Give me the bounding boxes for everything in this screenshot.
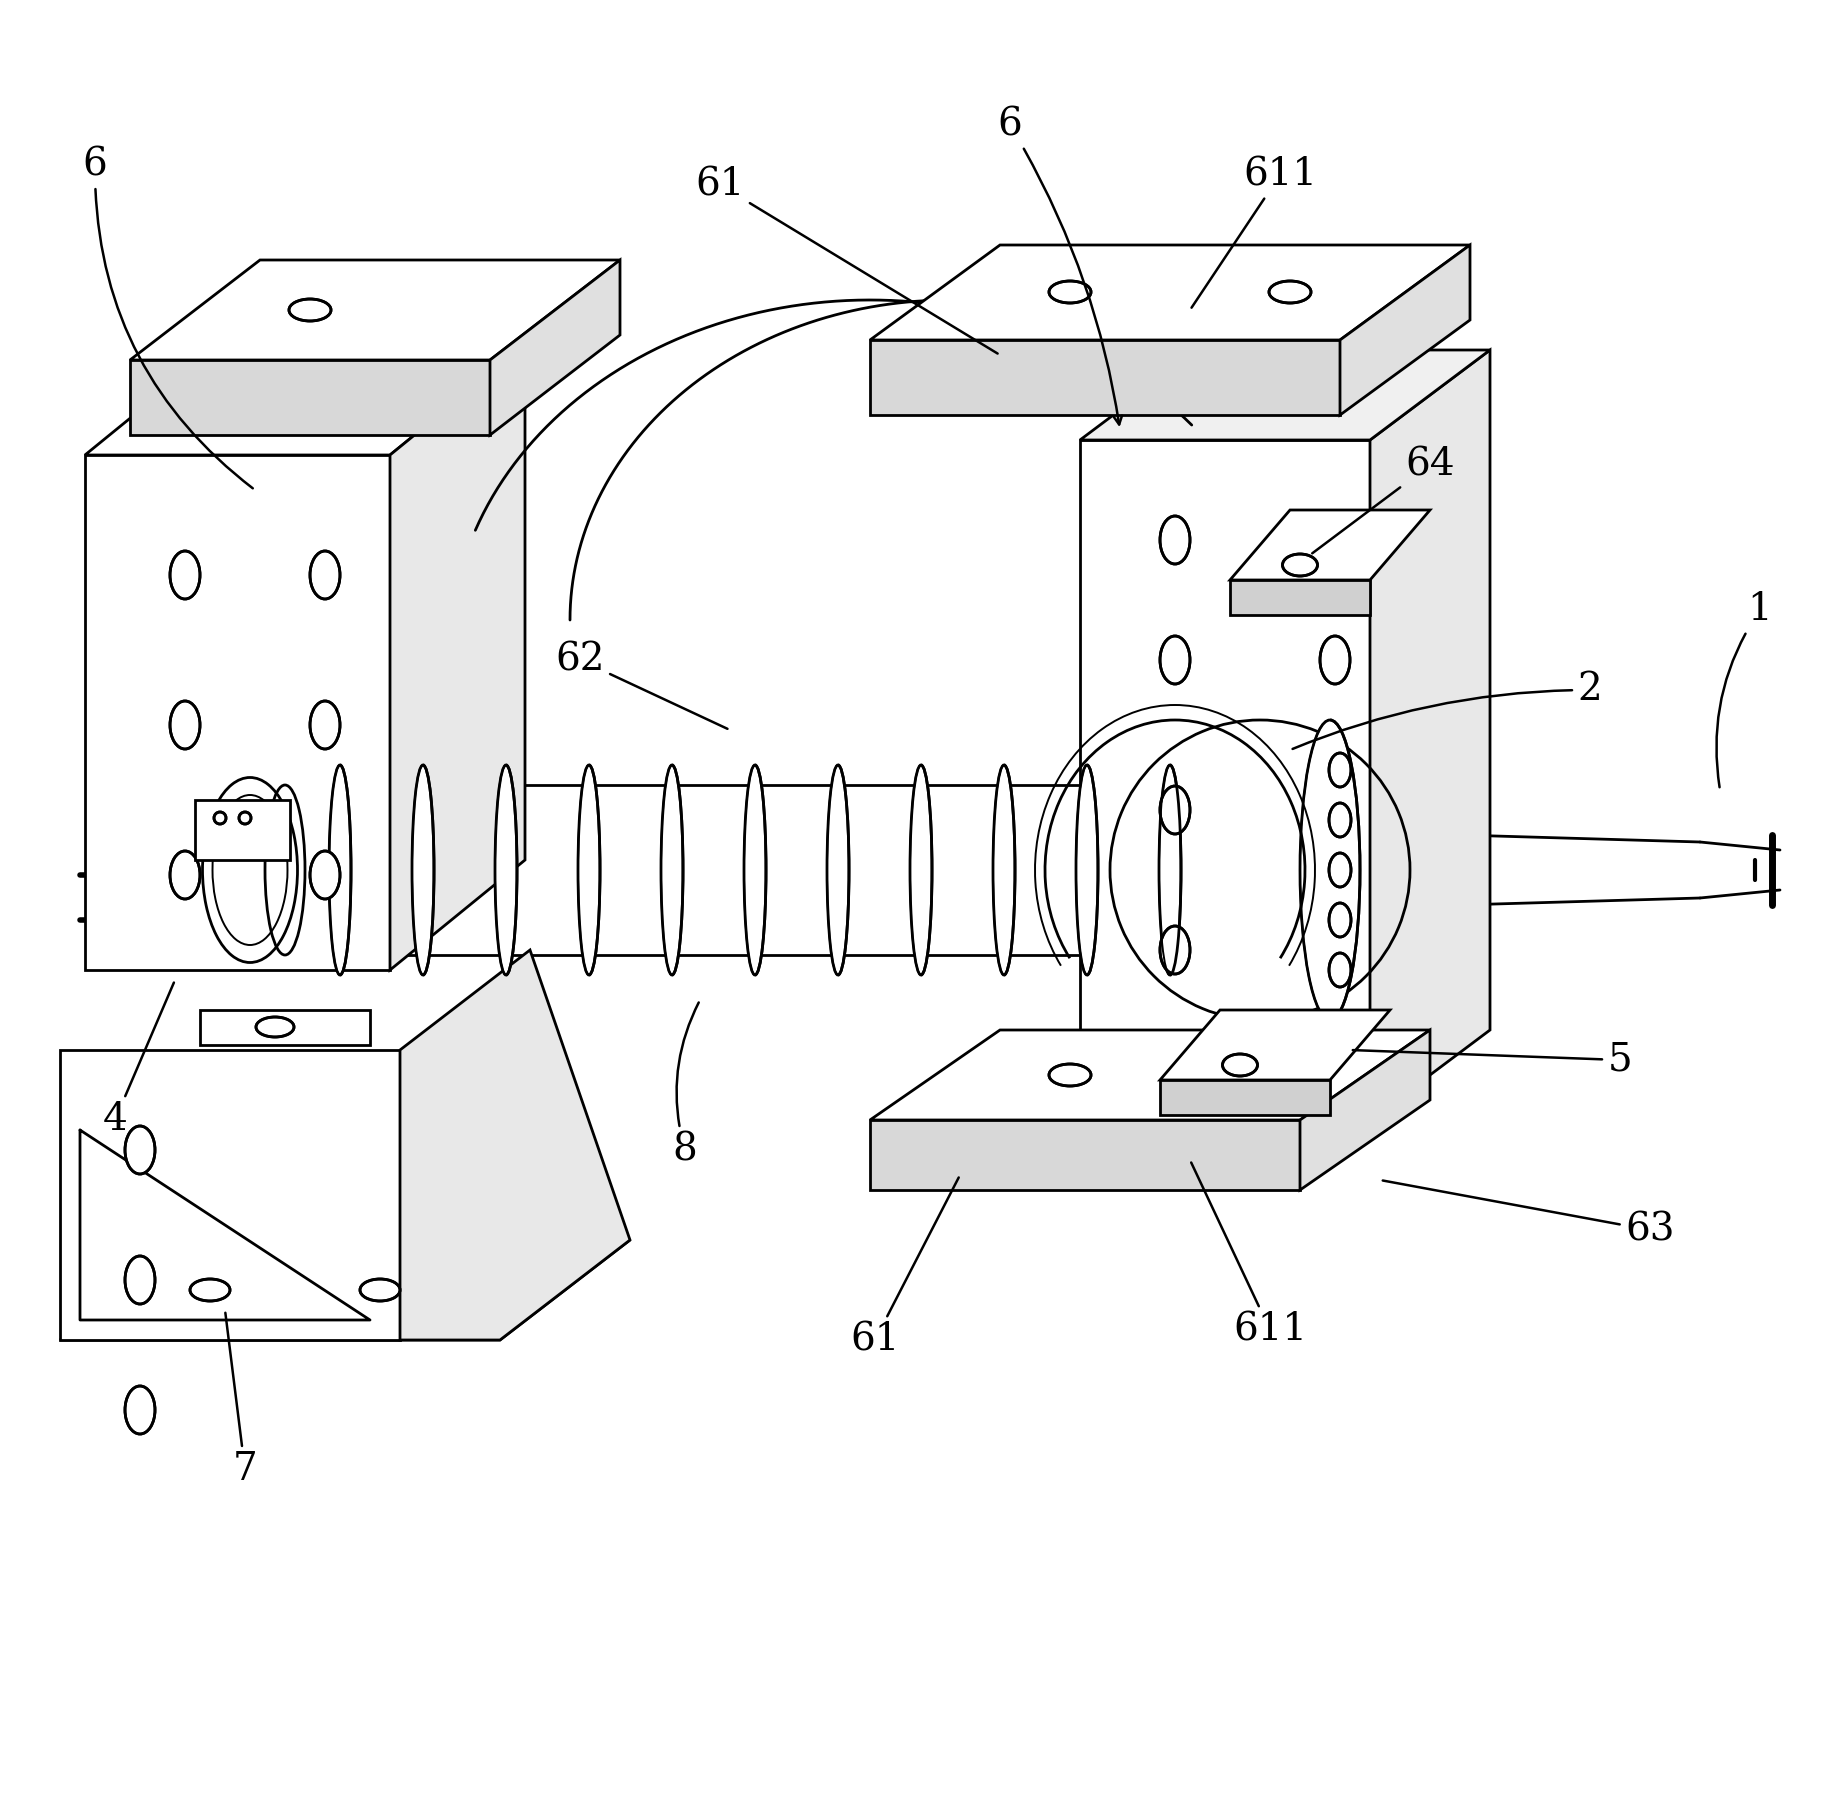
Polygon shape bbox=[870, 1120, 1300, 1190]
Polygon shape bbox=[1230, 580, 1370, 616]
Polygon shape bbox=[61, 1240, 631, 1341]
Text: 63: 63 bbox=[1383, 1181, 1674, 1249]
Ellipse shape bbox=[310, 551, 339, 600]
Ellipse shape bbox=[1330, 953, 1352, 987]
Ellipse shape bbox=[1160, 786, 1189, 835]
Ellipse shape bbox=[909, 765, 931, 975]
Ellipse shape bbox=[240, 811, 251, 824]
Ellipse shape bbox=[310, 702, 339, 749]
Polygon shape bbox=[1160, 1011, 1390, 1081]
Polygon shape bbox=[389, 345, 526, 969]
Ellipse shape bbox=[1320, 515, 1350, 564]
Polygon shape bbox=[85, 345, 526, 454]
Polygon shape bbox=[870, 1030, 1429, 1120]
Text: 8: 8 bbox=[673, 1002, 699, 1169]
Ellipse shape bbox=[1320, 1066, 1350, 1115]
Polygon shape bbox=[129, 260, 620, 361]
Text: 64: 64 bbox=[1313, 447, 1455, 553]
Ellipse shape bbox=[328, 765, 350, 975]
Ellipse shape bbox=[125, 1256, 155, 1303]
Ellipse shape bbox=[1160, 765, 1180, 975]
Ellipse shape bbox=[1049, 282, 1092, 303]
Polygon shape bbox=[1300, 1030, 1429, 1190]
Polygon shape bbox=[85, 454, 389, 969]
Ellipse shape bbox=[310, 851, 339, 899]
Polygon shape bbox=[1081, 350, 1490, 440]
Ellipse shape bbox=[1330, 752, 1352, 786]
Text: 1: 1 bbox=[1717, 592, 1772, 788]
Ellipse shape bbox=[214, 811, 227, 824]
Ellipse shape bbox=[743, 765, 765, 975]
Polygon shape bbox=[1081, 440, 1370, 1120]
Ellipse shape bbox=[1300, 720, 1361, 1020]
Text: 62: 62 bbox=[555, 641, 728, 729]
Text: 61: 61 bbox=[695, 167, 998, 354]
Ellipse shape bbox=[190, 1280, 230, 1301]
Ellipse shape bbox=[1160, 926, 1189, 975]
Ellipse shape bbox=[1228, 1064, 1271, 1086]
Text: 611: 611 bbox=[1191, 156, 1317, 307]
Ellipse shape bbox=[826, 765, 848, 975]
Polygon shape bbox=[870, 339, 1341, 415]
Ellipse shape bbox=[290, 300, 332, 321]
Ellipse shape bbox=[494, 765, 516, 975]
Text: 2: 2 bbox=[1293, 671, 1602, 749]
Ellipse shape bbox=[125, 1386, 155, 1434]
Text: 611: 611 bbox=[1191, 1163, 1307, 1348]
Ellipse shape bbox=[1320, 635, 1350, 684]
Ellipse shape bbox=[1330, 903, 1352, 937]
Ellipse shape bbox=[266, 784, 304, 955]
Polygon shape bbox=[199, 1011, 371, 1045]
Ellipse shape bbox=[170, 551, 199, 600]
Text: 7: 7 bbox=[225, 1312, 258, 1488]
Ellipse shape bbox=[1049, 1064, 1092, 1086]
Ellipse shape bbox=[1223, 1054, 1258, 1075]
Polygon shape bbox=[491, 260, 620, 434]
Ellipse shape bbox=[1282, 555, 1317, 576]
Polygon shape bbox=[129, 361, 491, 434]
Polygon shape bbox=[195, 801, 290, 860]
Text: 4: 4 bbox=[103, 982, 173, 1138]
Ellipse shape bbox=[1160, 635, 1189, 684]
Ellipse shape bbox=[170, 702, 199, 749]
Ellipse shape bbox=[411, 765, 433, 975]
Ellipse shape bbox=[1160, 515, 1189, 564]
Ellipse shape bbox=[1269, 282, 1311, 303]
Polygon shape bbox=[1230, 510, 1429, 580]
Ellipse shape bbox=[994, 765, 1014, 975]
Text: 5: 5 bbox=[1353, 1041, 1632, 1079]
Polygon shape bbox=[61, 1050, 400, 1341]
Ellipse shape bbox=[1330, 802, 1352, 836]
Polygon shape bbox=[1341, 244, 1470, 415]
Ellipse shape bbox=[1320, 926, 1350, 975]
Polygon shape bbox=[1160, 1081, 1330, 1115]
Text: 61: 61 bbox=[850, 1178, 959, 1359]
Ellipse shape bbox=[1160, 1066, 1189, 1115]
Ellipse shape bbox=[577, 765, 599, 975]
Polygon shape bbox=[1370, 350, 1490, 1120]
Polygon shape bbox=[400, 950, 631, 1341]
Text: 6: 6 bbox=[83, 147, 253, 488]
Ellipse shape bbox=[170, 851, 199, 899]
Ellipse shape bbox=[125, 1125, 155, 1174]
Ellipse shape bbox=[1077, 765, 1097, 975]
Ellipse shape bbox=[1330, 853, 1352, 887]
Ellipse shape bbox=[256, 1018, 293, 1038]
Polygon shape bbox=[870, 244, 1470, 339]
Text: 6: 6 bbox=[998, 106, 1121, 424]
Ellipse shape bbox=[360, 1280, 400, 1301]
Ellipse shape bbox=[660, 765, 682, 975]
Ellipse shape bbox=[1320, 786, 1350, 835]
